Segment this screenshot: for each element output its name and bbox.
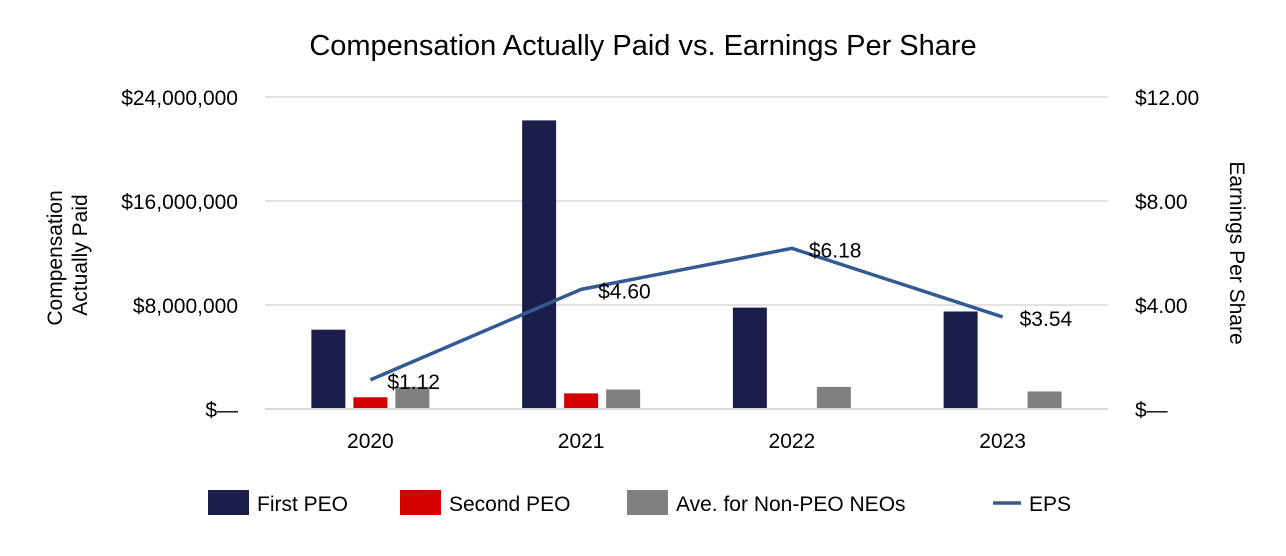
- legend-label-first-peo: First PEO: [257, 493, 348, 516]
- right-axis-label: Earnings Per Share: [1225, 161, 1248, 344]
- bar-second-peo-2021: [564, 393, 599, 409]
- x-tick-label-2023: 2023: [979, 430, 1026, 453]
- right-tick-label: $4.00: [1135, 295, 1188, 318]
- left-tick-label: $—: [205, 399, 238, 422]
- legend-swatch-second-peo: [400, 490, 441, 515]
- chart-title: Compensation Actually Paid vs. Earnings …: [309, 30, 976, 62]
- x-tick-label-2022: 2022: [769, 430, 816, 453]
- bar-ave-for-non-peo-neos-2023: [1027, 391, 1062, 409]
- left-tick-label: $24,000,000: [121, 87, 238, 110]
- bar-ave-for-non-peo-neos-2020: [395, 386, 430, 409]
- bar-first-peo-2021: [522, 120, 557, 410]
- bar-second-peo-2020: [353, 397, 388, 409]
- x-tick-label-2020: 2020: [347, 430, 394, 453]
- legend-swatch-first-peo: [208, 490, 249, 515]
- left-axis-label-line-1: Compensation: [44, 190, 67, 325]
- left-tick-label: $16,000,000: [121, 191, 238, 214]
- right-tick-label: $12.00: [1135, 87, 1199, 110]
- left-tick-label: $8,000,000: [133, 295, 238, 318]
- eps-data-label-2021: $4.60: [598, 280, 651, 303]
- eps-data-label-2023: $3.54: [1020, 308, 1073, 331]
- left-axis-label: Compensation Actually Paid: [44, 184, 92, 325]
- left-axis-label-line-2: Actually Paid: [69, 194, 92, 315]
- bar-ave-for-non-peo-neos-2022: [816, 386, 851, 409]
- bar-first-peo-2022: [732, 307, 767, 409]
- legend-swatch-ave-for-non-peo-neos: [627, 490, 668, 515]
- eps-line-group: [369, 246, 1004, 382]
- left-axis-ticks: $— $8,000,000 $16,000,000 $24,000,000: [121, 87, 238, 422]
- legend-label-second-peo: Second PEO: [449, 493, 570, 516]
- bar-first-peo-2020: [311, 329, 346, 409]
- legend-label-eps: EPS: [1029, 493, 1071, 516]
- eps-data-label-2022: $6.18: [809, 239, 862, 262]
- eps-line: [369, 246, 1004, 382]
- legend: First PEO Second PEO Ave. for Non-PEO NEOs…: [208, 490, 1071, 516]
- eps-data-label-2020: $1.12: [387, 371, 440, 394]
- bars: [311, 120, 1062, 410]
- legend-label-ave-for-non-peo-neos: Ave. for Non-PEO NEOs: [676, 493, 906, 516]
- bar-ave-for-non-peo-neos-2021: [606, 389, 641, 409]
- eps-data-labels: $1.12 $4.60 $6.18 $3.54: [387, 239, 1072, 394]
- x-tick-label-2021: 2021: [558, 430, 605, 453]
- right-tick-label: $8.00: [1135, 191, 1188, 214]
- bar-first-peo-2023: [943, 311, 978, 409]
- gridlines: [265, 96, 1108, 306]
- x-axis-ticks: 2020 2021 2022 2023: [347, 430, 1026, 453]
- right-axis-ticks: $— $4.00 $8.00 $12.00: [1135, 87, 1199, 422]
- right-tick-label: $—: [1135, 399, 1168, 422]
